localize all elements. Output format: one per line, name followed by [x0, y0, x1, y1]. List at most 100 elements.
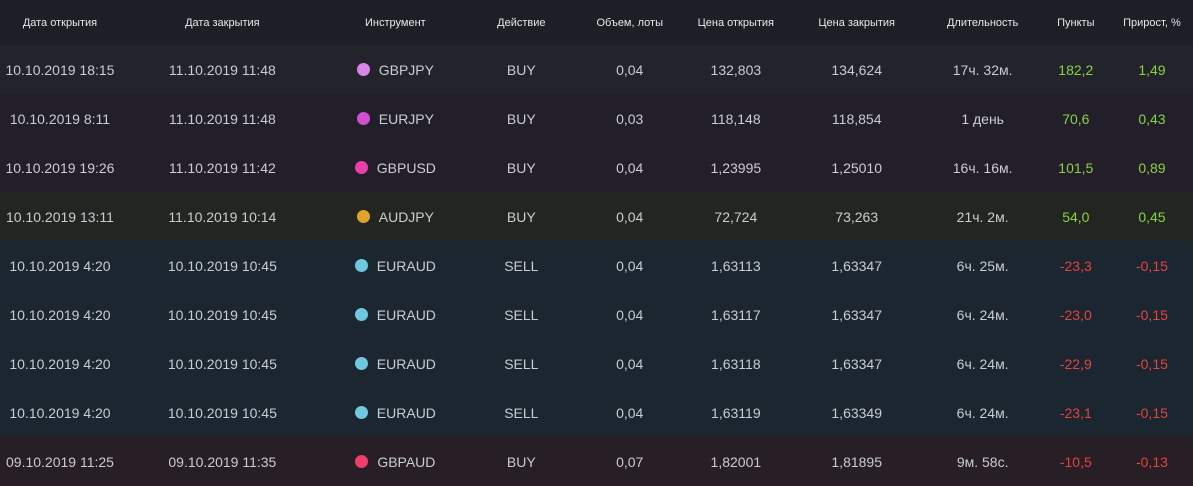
table-row[interactable]: 10.10.2019 4:20 10.10.2019 10:45 EURAUD SEL…	[0, 339, 1193, 388]
table-row[interactable]: 10.10.2019 18:15 11.10.2019 11:48 GBPJPY BU…	[0, 45, 1193, 94]
instrument-color-dot-icon	[356, 112, 370, 125]
instrument-label: EURAUD	[376, 257, 436, 274]
close-date-cell: 11.10.2019 11:48	[168, 110, 276, 127]
table-row[interactable]: 10.10.2019 8:11 11.10.2019 11:48 EURJPY BUY…	[0, 94, 1193, 143]
open-date-cell: 10.10.2019 13:11	[6, 208, 114, 225]
points-cell: -23,1	[1059, 404, 1092, 421]
instrument-cell: EURAUD	[325, 405, 466, 421]
close-date-cell: 10.10.2019 10:45	[167, 355, 277, 372]
close-price-cell: 1,63347	[831, 355, 882, 372]
volume-cell: 0,04	[616, 257, 644, 274]
instrument-label: GBPUSD	[376, 159, 436, 176]
instrument-wrap: EURAUD	[325, 258, 466, 274]
instrument-wrap: AUDJPY	[325, 209, 466, 225]
instrument-wrap: EURAUD	[325, 356, 466, 372]
instrument-cell: EURAUD	[325, 356, 466, 372]
duration-cell: 6ч. 24м.	[956, 355, 1009, 372]
gain-cell: -0,15	[1135, 257, 1168, 274]
points-cell: -23,3	[1059, 257, 1092, 274]
instrument-color-dot-icon	[354, 259, 368, 272]
gain-cell: -0,15	[1135, 355, 1168, 372]
instrument-label: EURJPY	[378, 110, 434, 127]
close-price-cell: 118,854	[831, 110, 882, 127]
close-price-cell: 1,81895	[831, 453, 882, 470]
header-close-price[interactable]: Цена закрытия	[818, 16, 896, 29]
volume-cell: 0,07	[616, 453, 644, 470]
duration-cell: 21ч. 2м.	[956, 208, 1009, 225]
instrument-color-dot-icon	[354, 161, 368, 174]
open-date-cell: 10.10.2019 4:20	[9, 306, 111, 323]
header-close-date[interactable]: Дата закрытия	[185, 16, 260, 29]
close-price-cell: 73,263	[835, 208, 879, 225]
gain-cell: 1,49	[1138, 61, 1166, 78]
open-price-cell: 72,724	[714, 208, 758, 225]
instrument-cell: EURAUD	[325, 307, 466, 323]
open-date-cell: 10.10.2019 4:20	[9, 355, 111, 372]
close-date-cell: 10.10.2019 10:45	[167, 404, 277, 421]
duration-cell: 6ч. 24м.	[956, 404, 1009, 421]
open-date-cell: 10.10.2019 18:15	[5, 61, 115, 78]
instrument-cell: GBPJPY	[325, 62, 466, 78]
instrument-cell: EURAUD	[325, 258, 466, 274]
table-row[interactable]: 10.10.2019 19:26 11.10.2019 11:42 GBPUSD BU…	[0, 143, 1193, 192]
close-date-cell: 10.10.2019 10:45	[167, 306, 277, 323]
gain-cell: 0,43	[1138, 110, 1166, 127]
header-open-price[interactable]: Цена открытия	[697, 16, 775, 29]
duration-cell: 6ч. 25м.	[956, 257, 1009, 274]
open-price-cell: 1,63118	[711, 355, 761, 372]
open-price-cell: 118,148	[711, 110, 761, 127]
header-open-date[interactable]: Дата открытия	[22, 16, 98, 29]
close-price-cell: 134,624	[831, 61, 882, 78]
instrument-color-dot-icon	[354, 357, 368, 370]
volume-cell: 0,04	[616, 404, 644, 421]
open-price-cell: 132,803	[710, 61, 762, 78]
instrument-color-dot-icon	[356, 210, 370, 223]
volume-cell: 0,04	[616, 61, 644, 78]
duration-cell: 17ч. 32м.	[952, 61, 1013, 78]
action-cell: BUY	[506, 61, 536, 78]
volume-cell: 0,04	[616, 355, 644, 372]
action-cell: BUY	[506, 110, 536, 127]
header-instrument[interactable]: Инструмент	[365, 16, 426, 29]
instrument-wrap: EURAUD	[325, 307, 466, 323]
instrument-color-dot-icon	[354, 308, 368, 321]
action-cell: BUY	[506, 208, 536, 225]
instrument-label: AUDJPY	[378, 208, 434, 225]
volume-cell: 0,04	[616, 159, 644, 176]
instrument-wrap: EURJPY	[325, 111, 466, 127]
close-price-cell: 1,63349	[831, 404, 882, 421]
table-row[interactable]: 10.10.2019 13:11 11.10.2019 10:14 AUDJPY BU…	[0, 192, 1193, 241]
close-price-cell: 1,63347	[831, 306, 882, 323]
header-duration[interactable]: Длительность	[946, 16, 1019, 29]
instrument-label: EURAUD	[376, 306, 436, 323]
action-cell: SELL	[504, 306, 539, 323]
close-date-cell: 11.10.2019 11:42	[168, 159, 276, 176]
table-row[interactable]: 10.10.2019 4:20 10.10.2019 10:45 EURAUD SEL…	[0, 388, 1193, 437]
table-row[interactable]: 10.10.2019 4:20 10.10.2019 10:45 EURAUD SEL…	[0, 290, 1193, 339]
action-cell: SELL	[504, 257, 539, 274]
duration-cell: 6ч. 24м.	[956, 306, 1009, 323]
gain-cell: -0,15	[1135, 306, 1168, 323]
open-price-cell: 1,82001	[710, 453, 762, 470]
instrument-color-dot-icon	[354, 406, 368, 419]
points-cell: -22,9	[1059, 355, 1092, 372]
close-date-cell: 11.10.2019 11:48	[168, 61, 276, 78]
header-action[interactable]: Действие	[497, 16, 546, 29]
duration-cell: 1 день	[961, 110, 1004, 127]
duration-cell: 9м. 58с.	[956, 453, 1009, 470]
header-points[interactable]: Пункты	[1057, 16, 1095, 29]
instrument-cell: EURJPY	[325, 111, 466, 127]
header-gain[interactable]: Прирост, %	[1123, 16, 1181, 29]
table-row[interactable]: 09.10.2019 11:25 09.10.2019 11:35 GBPAUD BU…	[0, 437, 1193, 486]
instrument-wrap: GBPAUD	[325, 454, 466, 470]
header-volume[interactable]: Объем, лоты	[596, 16, 663, 29]
open-date-cell: 10.10.2019 4:20	[9, 404, 111, 421]
action-cell: BUY	[506, 159, 536, 176]
gain-cell: 0,45	[1138, 208, 1166, 225]
close-price-cell: 1,63347	[831, 257, 882, 274]
instrument-cell: GBPUSD	[325, 160, 466, 176]
open-date-cell: 10.10.2019 4:20	[9, 257, 111, 274]
gain-cell: -0,13	[1135, 453, 1168, 470]
table-row[interactable]: 10.10.2019 4:20 10.10.2019 10:45 EURAUD SEL…	[0, 241, 1193, 290]
